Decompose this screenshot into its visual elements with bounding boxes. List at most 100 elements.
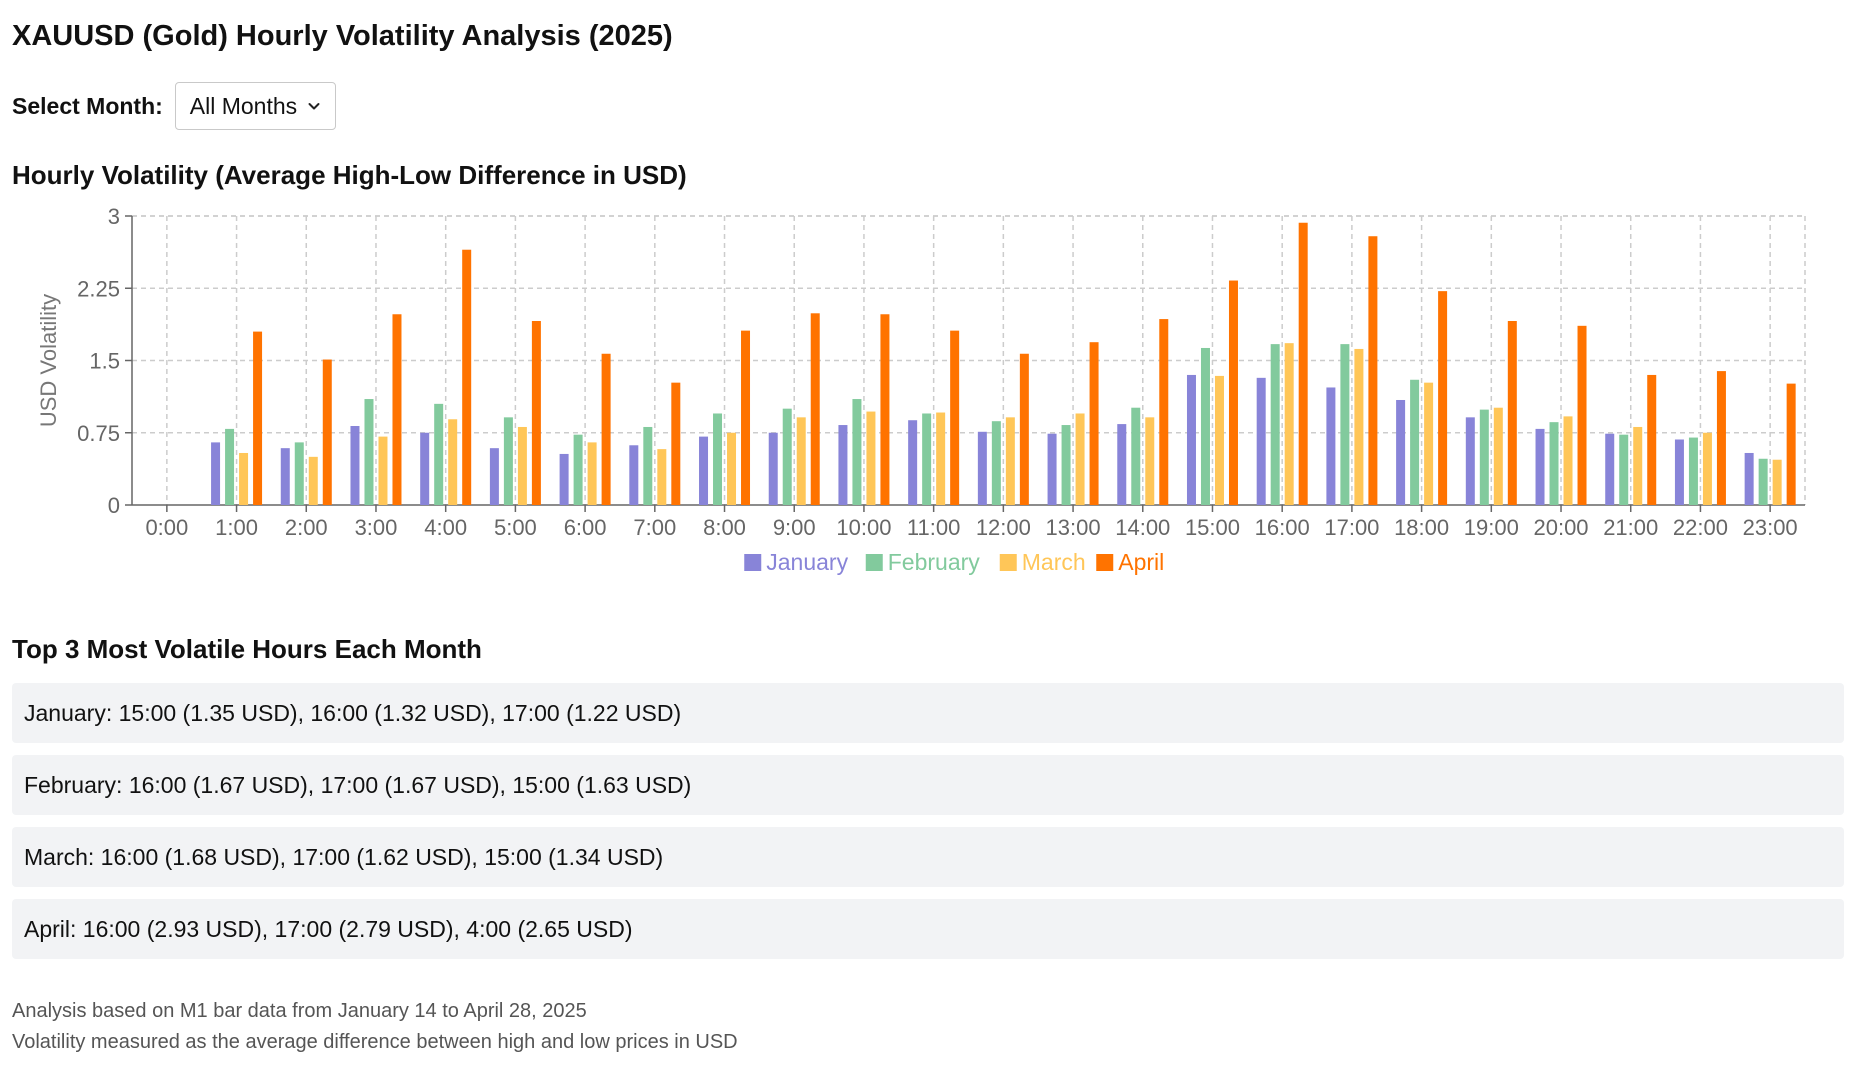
legend-label-february: February xyxy=(888,549,981,575)
footer-line-method: Volatility measured as the average diffe… xyxy=(12,1031,738,1053)
bar-march-1300 xyxy=(1075,413,1085,505)
bar-april-2000 xyxy=(1577,325,1587,505)
bar-january-1800 xyxy=(1396,399,1406,505)
chart-grid xyxy=(132,215,1806,505)
top-hours-item-january: January: 15:00 (1.35 USD), 16:00 (1.32 U… xyxy=(12,683,1844,743)
bar-march-1900 xyxy=(1493,407,1503,505)
x-tick-label: 12:00 xyxy=(976,515,1031,540)
bar-january-1000 xyxy=(838,425,848,505)
x-tick-label: 19:00 xyxy=(1464,515,1519,540)
x-tick-label: 18:00 xyxy=(1394,515,1449,540)
bar-february-900 xyxy=(782,408,792,505)
top-hours-item-february: February: 16:00 (1.67 USD), 17:00 (1.67 … xyxy=(12,755,1844,815)
x-tick-label: 17:00 xyxy=(1324,515,1379,540)
bar-january-700 xyxy=(629,445,639,505)
bar-april-1400 xyxy=(1159,319,1169,505)
legend-item-february: February xyxy=(865,549,981,575)
y-tick-label: 3 xyxy=(108,204,120,229)
bar-february-2100 xyxy=(1619,434,1629,505)
top-hours-item-march: March: 16:00 (1.68 USD), 17:00 (1.62 USD… xyxy=(12,827,1844,887)
bar-february-300 xyxy=(364,399,374,505)
bar-march-800 xyxy=(727,432,737,505)
chart-title: Hourly Volatility (Average High-Low Diff… xyxy=(12,160,687,190)
bar-march-1400 xyxy=(1145,417,1155,505)
legend-swatch-february xyxy=(865,554,883,571)
bar-march-2300 xyxy=(1772,459,1782,505)
bar-february-1600 xyxy=(1270,344,1280,505)
bar-march-2100 xyxy=(1633,426,1643,505)
bar-april-2300 xyxy=(1786,383,1796,505)
bar-march-1800 xyxy=(1424,382,1434,505)
legend-swatch-march xyxy=(999,554,1017,571)
bar-march-1700 xyxy=(1354,348,1364,505)
x-tick-label: 7:00 xyxy=(633,515,676,540)
x-tick-label: 14:00 xyxy=(1115,515,1170,540)
x-tick-label: 15:00 xyxy=(1185,515,1240,540)
x-tick-label: 16:00 xyxy=(1255,515,1310,540)
chart-bars xyxy=(211,222,1796,506)
bar-january-1400 xyxy=(1117,424,1127,505)
bar-february-1200 xyxy=(991,421,1001,505)
bar-april-400 xyxy=(462,249,472,505)
x-tick-label: 1:00 xyxy=(215,515,258,540)
chart-axes: 0 0.75 1.5 2.25 3 0:00 1:00 2:00 3:00 4:00 5:00 6:0… xyxy=(36,204,1805,540)
bar-january-2300 xyxy=(1744,452,1754,505)
bar-march-1100 xyxy=(936,412,946,505)
bar-january-1600 xyxy=(1256,377,1266,505)
bar-january-1300 xyxy=(1047,433,1057,505)
bar-january-400 xyxy=(420,432,430,505)
bar-january-2000 xyxy=(1535,428,1545,505)
bar-february-600 xyxy=(573,434,583,505)
bar-april-100 xyxy=(253,331,263,505)
bar-january-800 xyxy=(699,436,709,505)
month-select[interactable]: All Months xyxy=(174,82,337,130)
bar-march-500 xyxy=(517,426,527,505)
x-tick-label: 21:00 xyxy=(1603,515,1658,540)
bar-march-100 xyxy=(239,452,249,505)
bar-march-1200 xyxy=(1005,417,1015,505)
legend-label-january: January xyxy=(766,549,848,575)
legend-label-april: April xyxy=(1118,549,1164,575)
bar-march-1500 xyxy=(1214,375,1224,505)
bar-january-100 xyxy=(211,442,221,505)
bar-february-200 xyxy=(294,442,304,505)
bar-april-800 xyxy=(741,330,751,505)
bar-january-1900 xyxy=(1465,417,1475,505)
bar-february-1900 xyxy=(1479,409,1489,505)
legend-label-march: March xyxy=(1022,549,1086,575)
bar-april-600 xyxy=(601,353,611,505)
bar-february-700 xyxy=(643,426,653,505)
bar-february-2200 xyxy=(1688,437,1698,505)
bar-january-900 xyxy=(768,432,778,505)
x-tick-label: 11:00 xyxy=(907,515,960,540)
bar-february-1000 xyxy=(852,399,862,505)
x-tick-label: 5:00 xyxy=(494,515,537,540)
bar-february-2000 xyxy=(1549,422,1559,505)
month-selector-row: Select Month: All Months xyxy=(12,82,337,130)
y-tick-label: 0.75 xyxy=(77,421,120,446)
bar-january-1500 xyxy=(1186,374,1196,505)
legend-swatch-january xyxy=(744,554,762,571)
x-tick-label: 22:00 xyxy=(1673,515,1728,540)
bar-january-1200 xyxy=(977,431,987,505)
bar-january-2200 xyxy=(1674,439,1684,505)
month-selector-label: Select Month: xyxy=(12,92,163,119)
bar-april-700 xyxy=(671,382,681,505)
bar-march-1600 xyxy=(1284,343,1294,505)
legend-item-january: January xyxy=(744,549,849,575)
x-tick-label: 0:00 xyxy=(145,515,188,540)
month-select-value: All Months xyxy=(189,92,298,119)
top-hours-title: Top 3 Most Volatile Hours Each Month xyxy=(12,634,482,664)
x-tick-label: 2:00 xyxy=(285,515,328,540)
bar-march-2000 xyxy=(1563,416,1573,505)
bar-january-200 xyxy=(280,448,290,505)
bar-march-900 xyxy=(796,417,806,505)
bar-february-100 xyxy=(225,428,235,505)
bar-march-300 xyxy=(378,436,388,505)
chevron-down-icon xyxy=(308,103,320,110)
x-tick-label: 13:00 xyxy=(1046,515,1101,540)
bar-march-1000 xyxy=(866,411,876,505)
bar-april-200 xyxy=(322,359,332,505)
chart-legend: January February March April xyxy=(744,549,1164,575)
bar-april-300 xyxy=(392,314,402,505)
